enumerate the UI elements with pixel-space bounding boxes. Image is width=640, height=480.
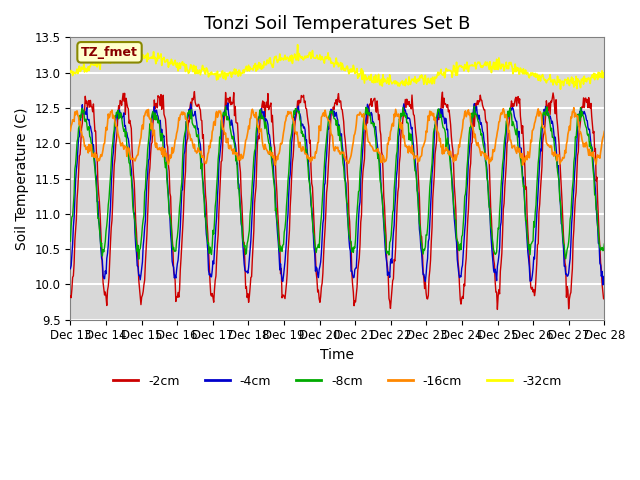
- Text: TZ_fmet: TZ_fmet: [81, 46, 138, 59]
- Legend: -2cm, -4cm, -8cm, -16cm, -32cm: -2cm, -4cm, -8cm, -16cm, -32cm: [108, 370, 566, 393]
- Y-axis label: Soil Temperature (C): Soil Temperature (C): [15, 108, 29, 250]
- X-axis label: Time: Time: [321, 348, 355, 362]
- Title: Tonzi Soil Temperatures Set B: Tonzi Soil Temperatures Set B: [204, 15, 470, 33]
